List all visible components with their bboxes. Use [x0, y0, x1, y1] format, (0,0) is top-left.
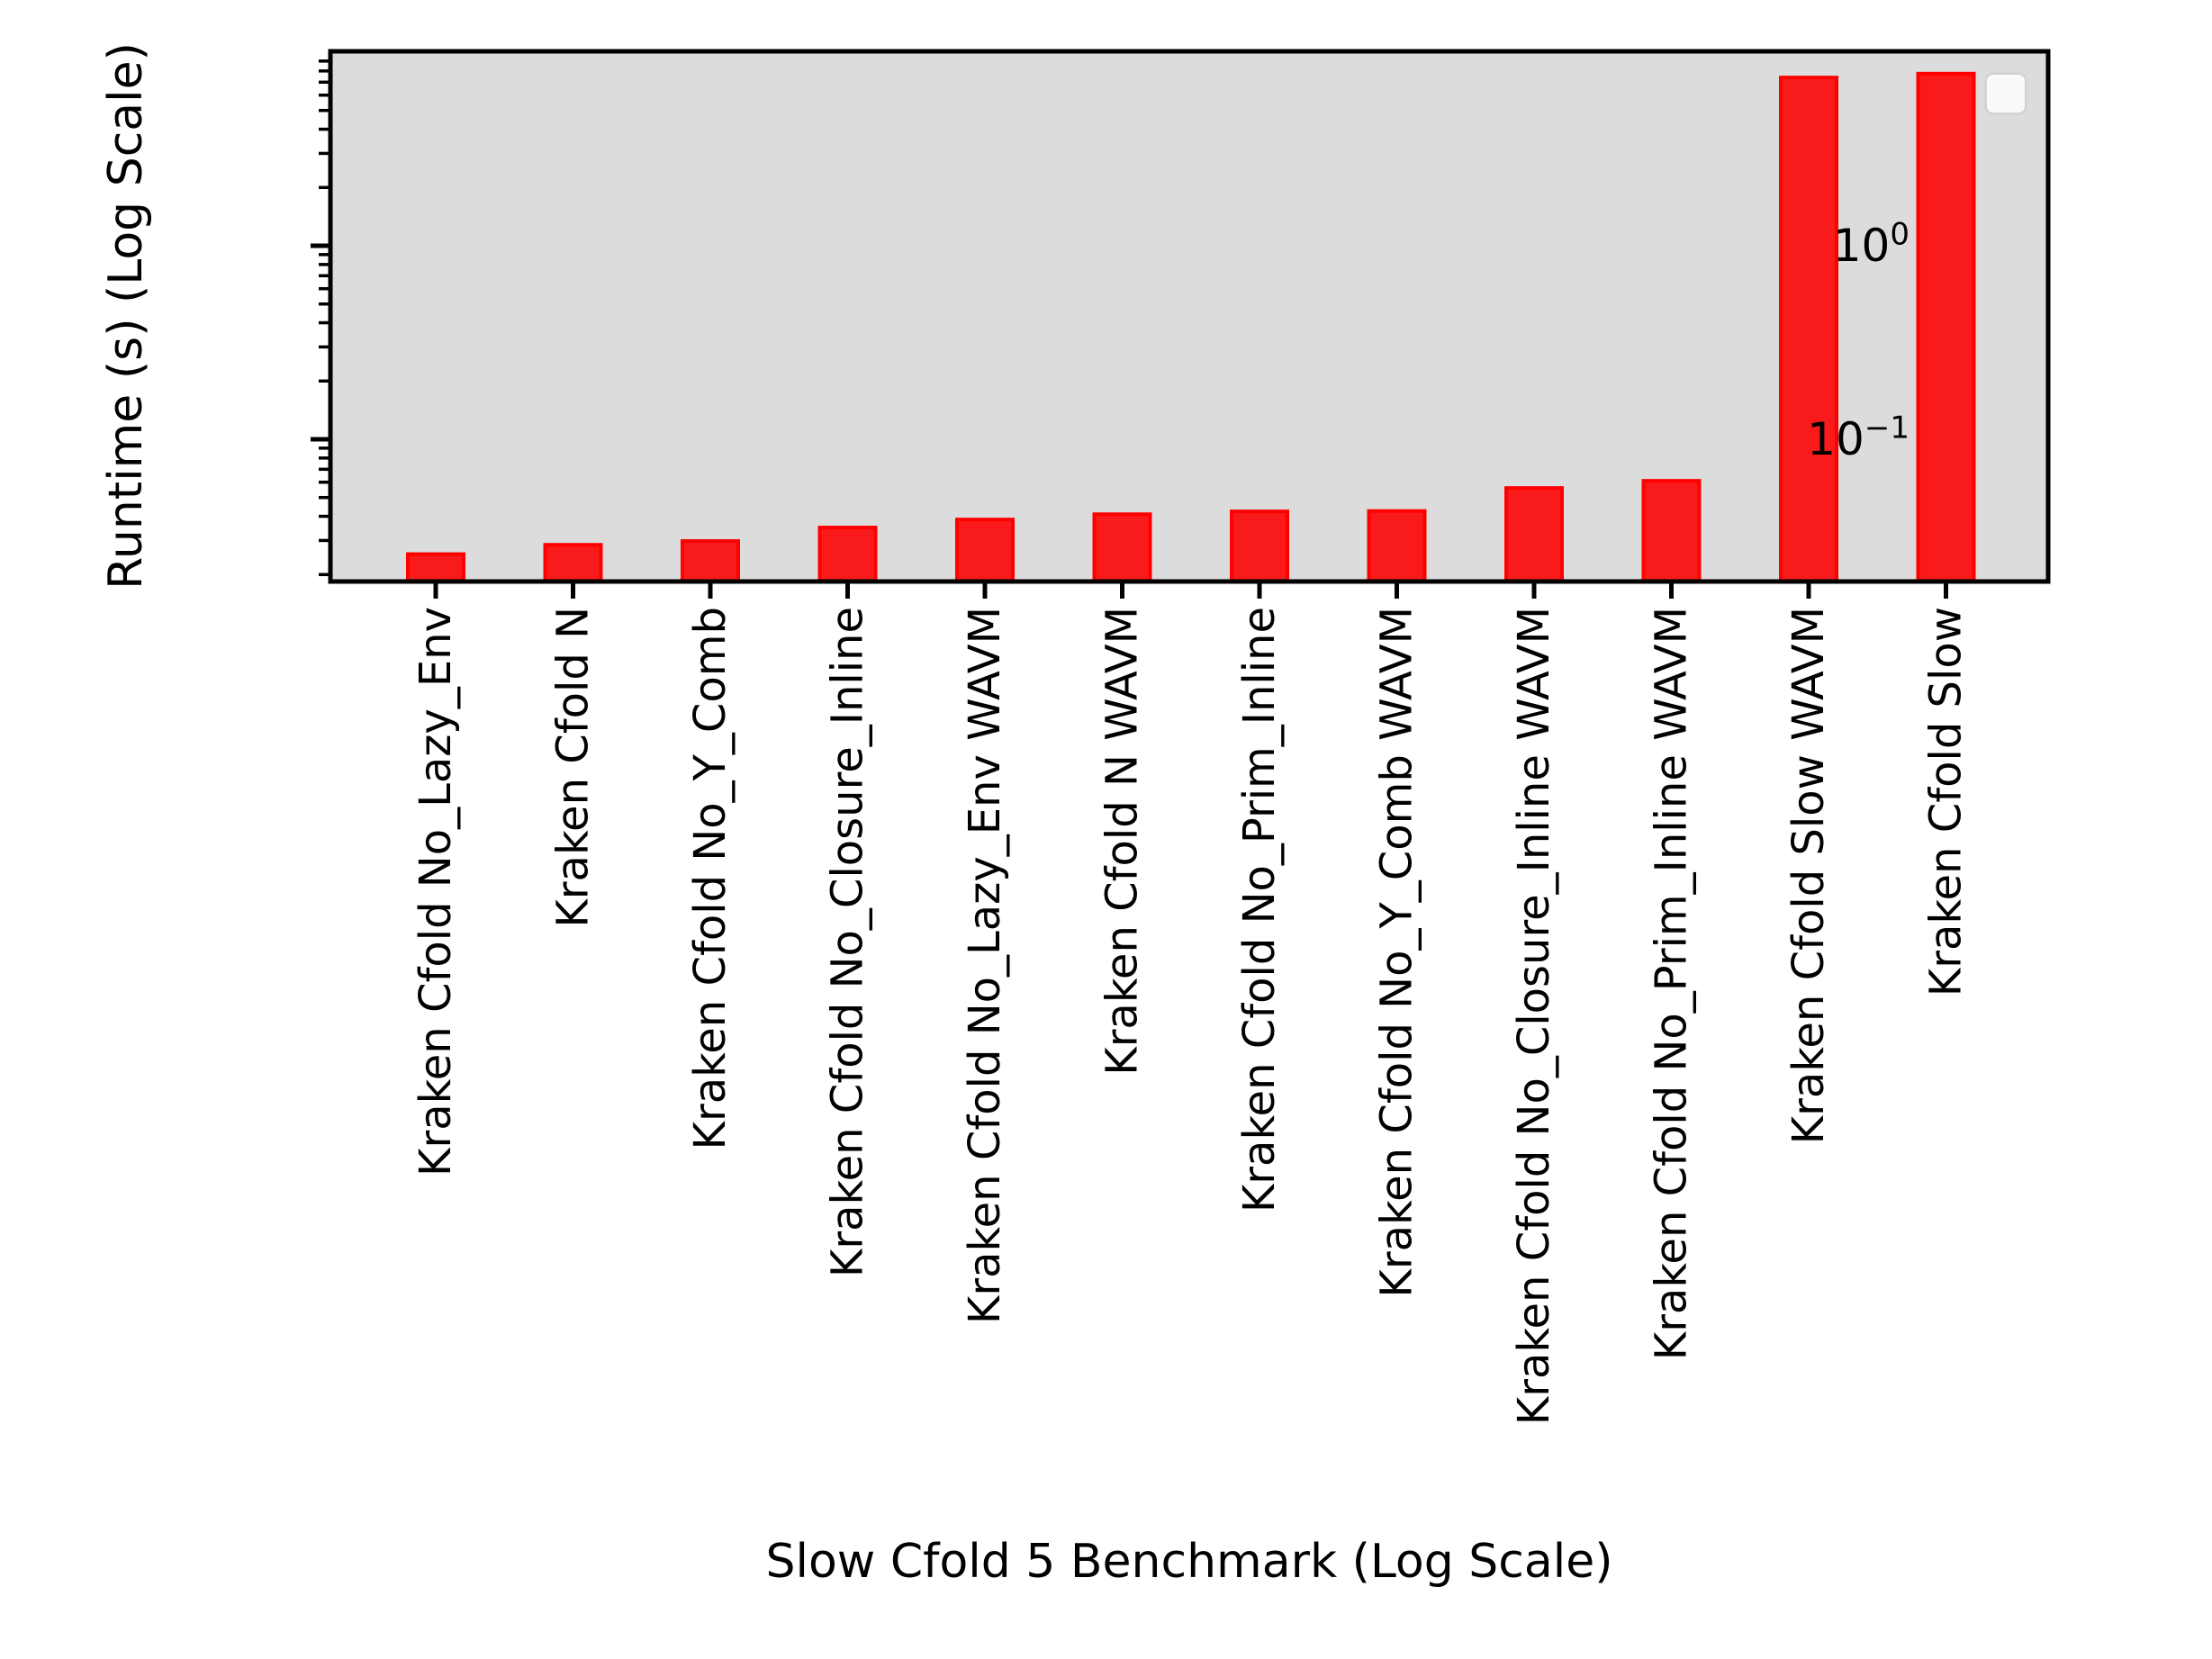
x-tick-label: Kraken Cfold No_Prim_Inline [1234, 607, 1285, 1213]
x-axis-title: Slow Cfold 5 Benchmark (Log Scale) [765, 1535, 1613, 1589]
bar [817, 526, 878, 584]
bar [1916, 71, 1976, 584]
bar [1641, 479, 1702, 584]
x-tick-label: Kraken Cfold Slow WAVM [1783, 607, 1834, 1144]
bar [543, 543, 603, 584]
x-tick-label: Kraken Cfold No_Closure_Inline WAVM [1509, 607, 1559, 1425]
bar [1367, 509, 1427, 584]
x-tick-label: Kraken Cfold Slow [1921, 607, 1972, 996]
x-tick-label: Kraken Cfold No_Lazy_Env [411, 607, 461, 1177]
y-axis-label: Runtime (s) (Log Scale) [99, 42, 153, 590]
plot-spines [328, 49, 2051, 584]
x-tick-label: Kraken Cfold No_Prim_Inline WAVM [1647, 607, 1697, 1360]
plot-area [330, 51, 2048, 582]
y-tick-label: 100 [1832, 216, 1910, 272]
bar [955, 518, 1015, 583]
x-tick-label: Kraken Cfold No_Lazy_Env WAVM [960, 607, 1010, 1324]
bar [1230, 509, 1289, 583]
bar [406, 552, 465, 584]
x-tick-label: Kraken Cfold No_Y_Comb [685, 607, 736, 1150]
x-tick-label: Kraken Cfold No_Y_Comb WAVM [1372, 607, 1422, 1298]
bar [681, 539, 740, 584]
x-tick-label: Kraken Cfold N WAVM [1097, 607, 1148, 1076]
bar [1092, 512, 1152, 583]
x-tick-label: Kraken Cfold No_Closure_Inline [823, 607, 873, 1277]
x-tick-label: Kraken Cfold N [548, 607, 599, 928]
bar [1504, 486, 1564, 584]
bar [1779, 76, 1838, 584]
y-tick-label: 10−1 [1807, 410, 1910, 465]
legend-box [1985, 73, 2027, 114]
